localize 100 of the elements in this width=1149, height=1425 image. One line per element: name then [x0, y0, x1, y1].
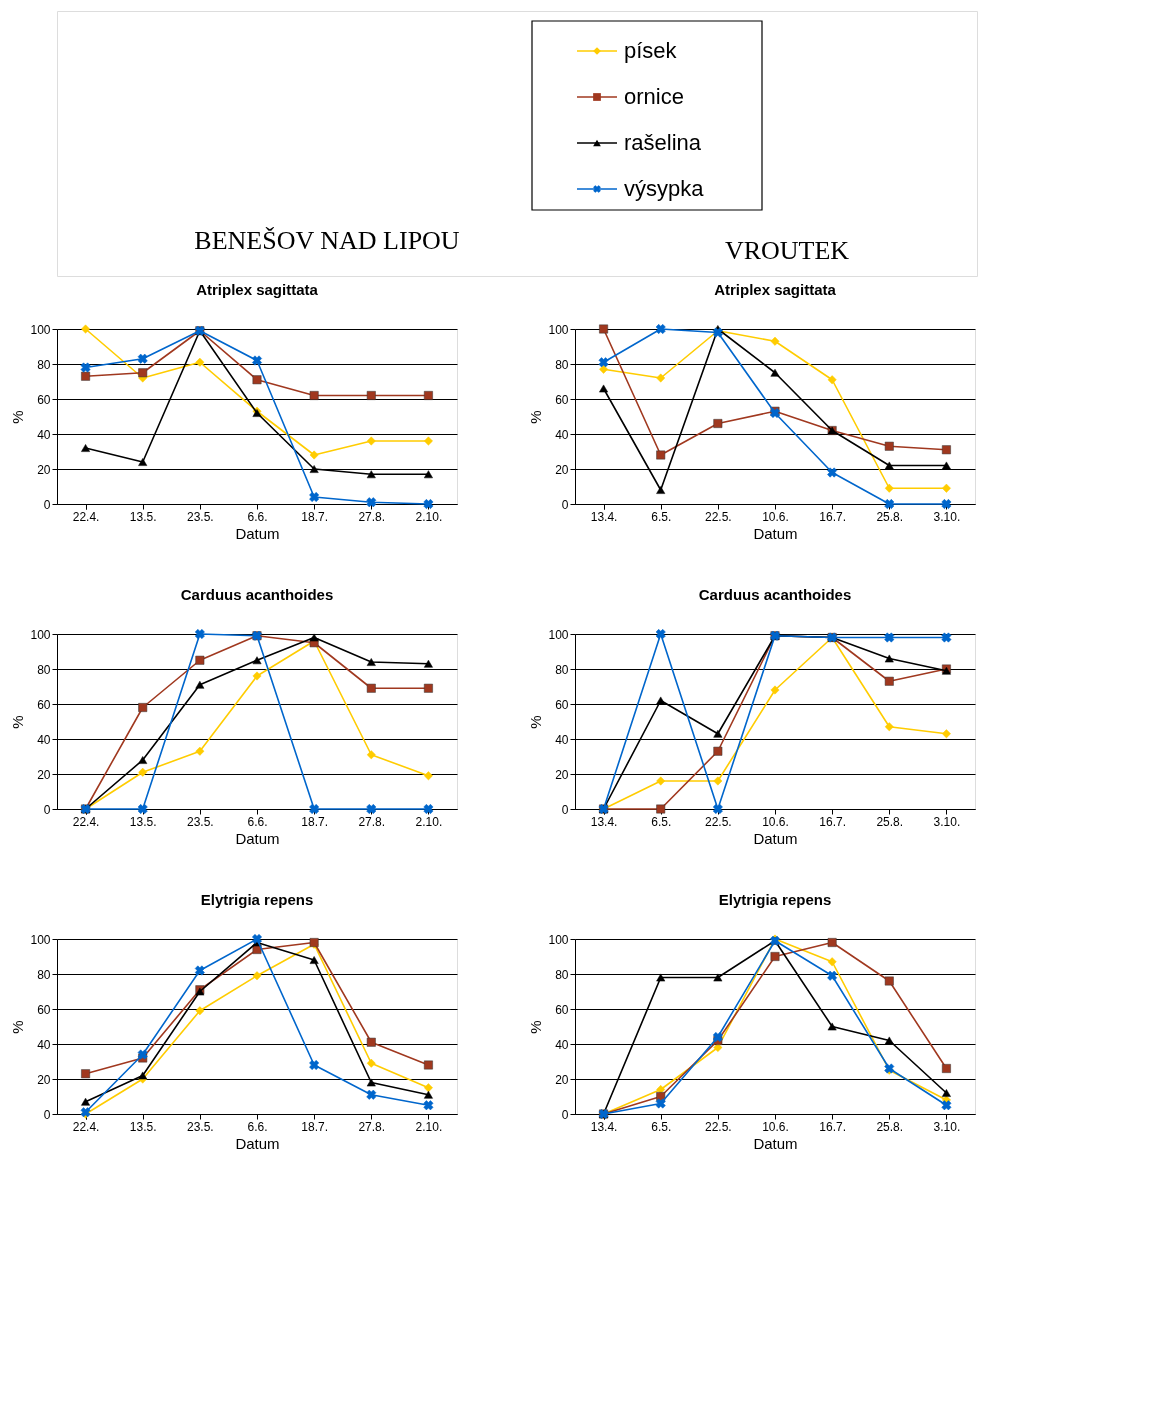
y-tick-label: 0 — [561, 802, 569, 817]
x-axis-title: Datum — [753, 829, 798, 847]
y-tick-label: 20 — [555, 1072, 569, 1087]
x-tick-label: 2.10. — [415, 509, 443, 524]
x-tick-label: 13.5. — [129, 509, 157, 524]
y-tick-label: 20 — [555, 462, 569, 477]
x-tick-label: 6.6. — [247, 1119, 268, 1134]
y-tick-label: 0 — [561, 1107, 569, 1122]
y-axis-title: % — [9, 715, 27, 729]
x-tick-label: 16.7. — [819, 814, 846, 829]
x-tick-label: 27.8. — [358, 509, 386, 524]
y-tick-label: 100 — [30, 932, 51, 947]
x-tick-label: 13.4. — [590, 1119, 618, 1134]
y-tick-label: 40 — [37, 1037, 51, 1052]
x-tick-label: 25.8. — [876, 509, 904, 524]
text: VROUTEK — [724, 236, 850, 265]
chart-title: Elytrigia repens — [200, 891, 314, 908]
y-tick-label: 60 — [555, 1002, 569, 1017]
x-tick-label: 27.8. — [358, 814, 386, 829]
x-axis-title: Datum — [753, 1134, 798, 1152]
y-axis-title: % — [9, 1020, 27, 1034]
x-tick-label: 23.5. — [187, 509, 214, 524]
y-tick-label: 80 — [37, 967, 51, 982]
y-tick-label: 20 — [37, 767, 51, 782]
y-tick-label: 60 — [555, 697, 569, 712]
y-tick-label: 40 — [37, 427, 51, 442]
y-tick-label: 60 — [37, 392, 51, 407]
text: BENEŠOV NAD LIPOU — [194, 226, 460, 255]
y-tick-label: 100 — [548, 627, 569, 642]
y-tick-label: 100 — [548, 932, 569, 947]
x-tick-label: 23.5. — [187, 814, 214, 829]
y-tick-label: 20 — [555, 767, 569, 782]
y-tick-label: 100 — [548, 322, 569, 337]
x-tick-label: 18.7. — [301, 509, 328, 524]
y-tick-label: 0 — [561, 497, 569, 512]
y-axis-title: % — [527, 1020, 545, 1034]
chart-title: Carduus acanthoides — [698, 586, 852, 603]
y-tick-label: 0 — [43, 1107, 51, 1122]
x-tick-label: 22.4. — [72, 509, 100, 524]
legend-label: rašelina — [624, 130, 702, 155]
y-tick-label: 100 — [30, 627, 51, 642]
x-tick-label: 22.4. — [72, 1119, 100, 1134]
x-tick-label: 10.6. — [762, 1119, 789, 1134]
x-tick-label: 2.10. — [415, 814, 443, 829]
x-axis-title: Datum — [235, 1134, 280, 1152]
y-tick-label: 40 — [555, 732, 569, 747]
x-tick-label: 6.5. — [651, 509, 672, 524]
x-tick-label: 6.5. — [651, 814, 672, 829]
x-tick-label: 27.8. — [358, 1119, 386, 1134]
x-tick-label: 23.5. — [187, 1119, 214, 1134]
y-tick-label: 80 — [37, 357, 51, 372]
y-axis-title: % — [527, 410, 545, 424]
x-tick-label: 25.8. — [876, 1119, 904, 1134]
x-axis-title: Datum — [235, 829, 280, 847]
chart-title: Carduus acanthoides — [180, 586, 334, 603]
x-tick-label: 22.5. — [705, 814, 732, 829]
x-tick-label: 16.7. — [819, 1119, 846, 1134]
x-tick-label: 3.10. — [933, 509, 961, 524]
x-tick-label: 22.4. — [72, 814, 100, 829]
chart-title: Atriplex sagittata — [196, 281, 319, 298]
x-tick-label: 2.10. — [415, 1119, 443, 1134]
y-tick-label: 80 — [555, 662, 569, 677]
y-tick-label: 40 — [37, 732, 51, 747]
x-tick-label: 18.7. — [301, 1119, 328, 1134]
x-tick-label: 10.6. — [762, 814, 789, 829]
y-tick-label: 0 — [43, 802, 51, 817]
x-tick-label: 18.7. — [301, 814, 328, 829]
x-tick-label: 13.5. — [129, 814, 157, 829]
x-tick-label: 22.5. — [705, 1119, 732, 1134]
chart-title: Atriplex sagittata — [714, 281, 837, 298]
y-tick-label: 20 — [37, 1072, 51, 1087]
x-tick-label: 6.6. — [247, 509, 268, 524]
legend-label: písek — [624, 38, 678, 63]
x-tick-label: 22.5. — [705, 509, 732, 524]
x-tick-label: 13.4. — [590, 509, 618, 524]
y-tick-label: 0 — [43, 497, 51, 512]
y-tick-label: 40 — [555, 427, 569, 442]
x-tick-label: 3.10. — [933, 1119, 961, 1134]
y-tick-label: 60 — [37, 1002, 51, 1017]
legend-label: výsypka — [624, 176, 705, 201]
x-axis-title: Datum — [753, 524, 798, 542]
y-tick-label: 60 — [37, 697, 51, 712]
x-tick-label: 10.6. — [762, 509, 789, 524]
y-tick-label: 40 — [555, 1037, 569, 1052]
y-tick-label: 80 — [37, 662, 51, 677]
y-tick-label: 80 — [555, 357, 569, 372]
y-axis-title: % — [527, 715, 545, 729]
x-tick-label: 6.6. — [247, 814, 268, 829]
y-tick-label: 20 — [37, 462, 51, 477]
x-tick-label: 13.4. — [590, 814, 618, 829]
y-axis-title: % — [9, 410, 27, 424]
y-tick-label: 80 — [555, 967, 569, 982]
chart-title: Elytrigia repens — [718, 891, 832, 908]
y-tick-label: 100 — [30, 322, 51, 337]
x-axis-title: Datum — [235, 524, 280, 542]
x-tick-label: 16.7. — [819, 509, 846, 524]
x-tick-label: 6.5. — [651, 1119, 672, 1134]
x-tick-label: 25.8. — [876, 814, 904, 829]
legend-label: ornice — [624, 84, 684, 109]
x-tick-label: 13.5. — [129, 1119, 157, 1134]
